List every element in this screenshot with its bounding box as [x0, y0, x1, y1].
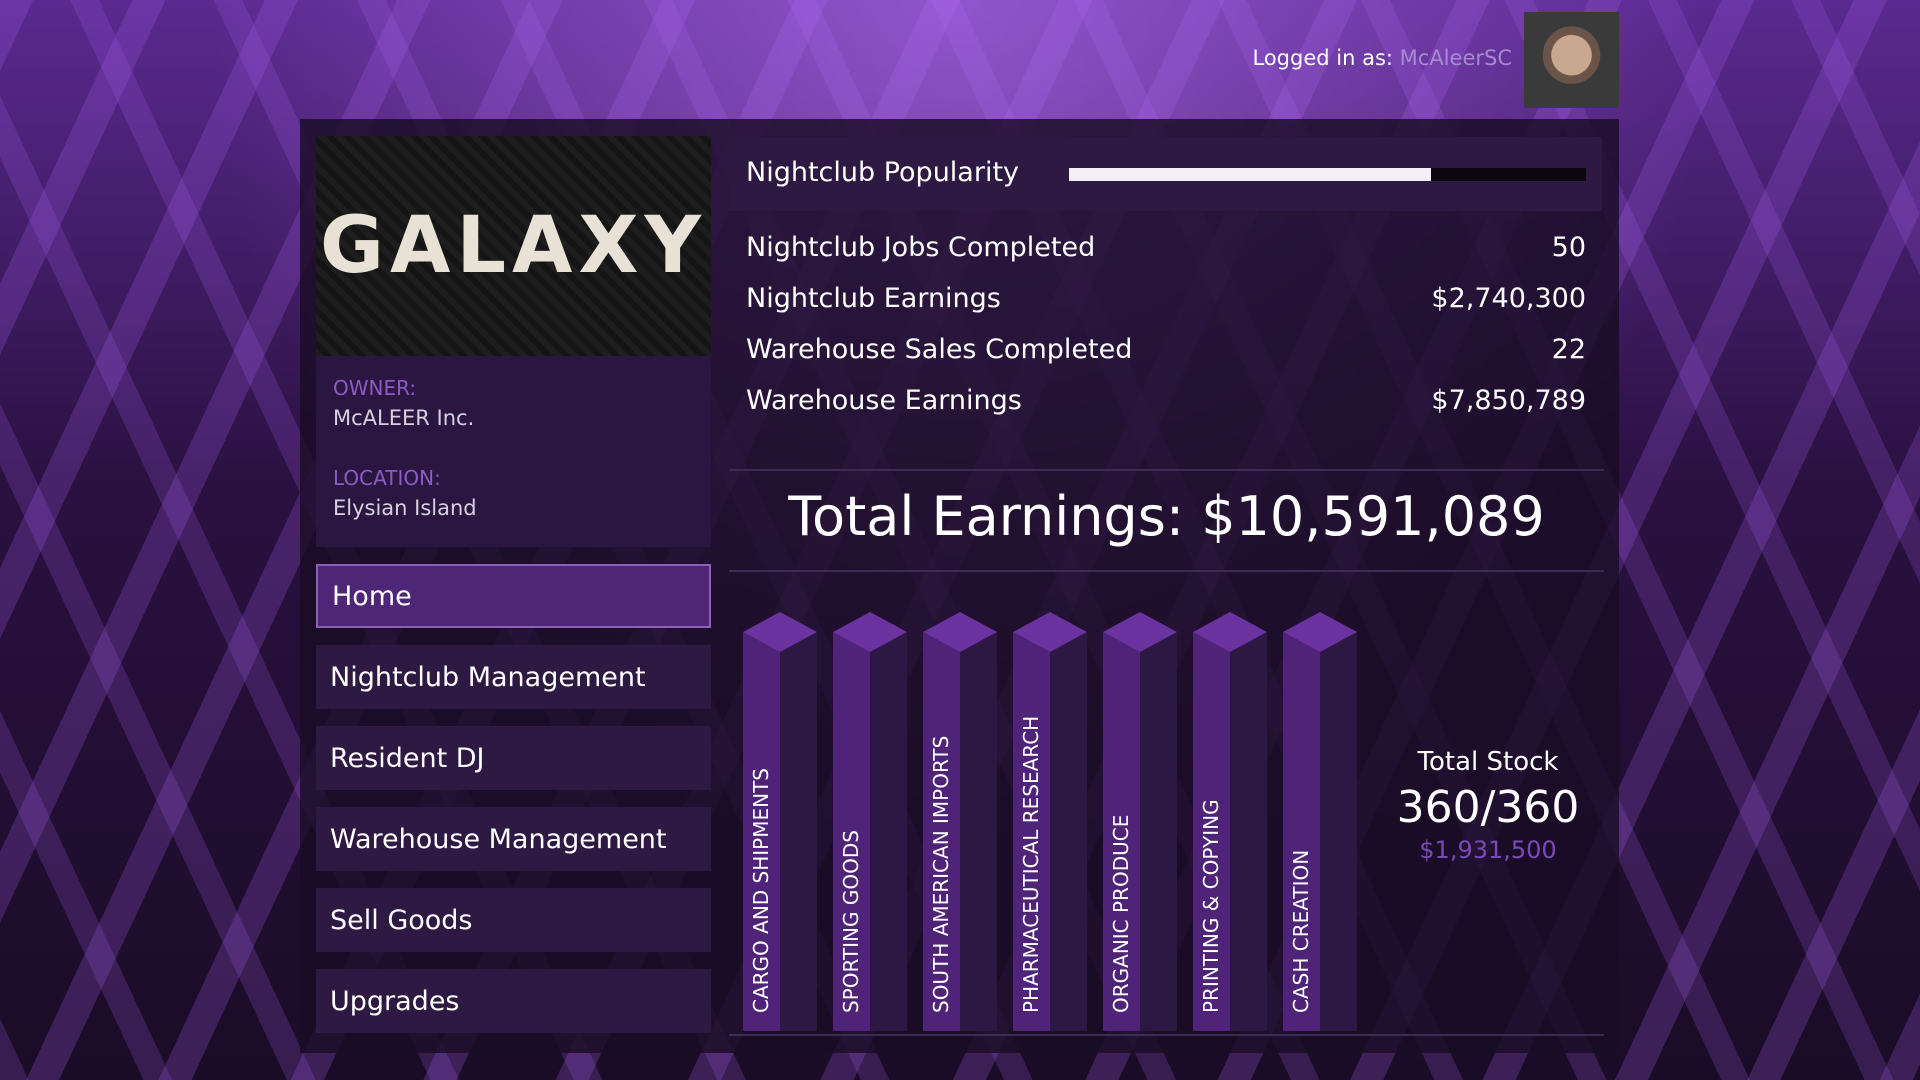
column-left — [1013, 632, 1050, 1031]
stat-value: 50 — [1551, 232, 1586, 263]
product-label: CARGO AND SHIPMENTS — [749, 768, 773, 1013]
column-top — [1103, 612, 1177, 652]
popularity-bar — [1069, 168, 1586, 181]
column-top — [923, 612, 997, 652]
owner: McALEER Inc. — [333, 406, 475, 430]
product-label: PHARMACEUTICAL RESEARCH — [1019, 716, 1043, 1013]
column-right — [960, 632, 997, 1031]
divider — [729, 570, 1604, 572]
nav-button[interactable]: Warehouse Management — [316, 807, 711, 871]
location: Elysian Island — [333, 496, 477, 520]
stock-label: Total Stock — [1417, 747, 1559, 777]
stat-label: Warehouse Earnings — [746, 385, 1022, 416]
nav-button[interactable]: Sell Goods — [316, 888, 711, 952]
stat-row: Nightclub Earnings $2,740,300 — [746, 283, 1586, 314]
column-right — [1050, 632, 1087, 1031]
stat-label: Nightclub Jobs Completed — [746, 232, 1096, 263]
column-right — [870, 632, 907, 1031]
total-earnings: Total Earnings: $10,591,089 — [729, 485, 1604, 548]
stat-label: Warehouse Sales Completed — [746, 334, 1133, 365]
stat-row: Nightclub Jobs Completed 50 — [746, 232, 1586, 263]
popularity-fill — [1069, 168, 1431, 181]
column-right — [1230, 632, 1267, 1031]
stat-label: Nightclub Earnings — [746, 283, 1001, 314]
stat-value: $7,850,789 — [1431, 385, 1586, 416]
column-right — [780, 632, 817, 1031]
column-left — [743, 632, 780, 1031]
username: McAleerSC — [1399, 46, 1512, 70]
column-right — [1320, 632, 1357, 1031]
product-label: CASH CREATION — [1289, 850, 1313, 1013]
stat-row: Warehouse Earnings $7,850,789 — [746, 385, 1586, 416]
total-label: Total Earnings: — [788, 485, 1185, 548]
popularity-label: Nightclub Popularity — [746, 157, 1020, 188]
nav-button[interactable]: Resident DJ — [316, 726, 711, 790]
column-top — [1193, 612, 1267, 652]
column-left — [1193, 632, 1230, 1031]
stock-amount: 360/360 — [1396, 782, 1580, 833]
column-top — [743, 612, 817, 652]
column-left — [833, 632, 870, 1031]
nav-button[interactable]: Nightclub Management — [316, 645, 711, 709]
divider — [729, 1034, 1604, 1036]
product-label: SPORTING GOODS — [839, 830, 863, 1013]
location-label: LOCATION: — [333, 466, 441, 490]
login-label: Logged in as: — [1252, 46, 1393, 70]
avatar — [1524, 12, 1619, 108]
stat-row: Warehouse Sales Completed 22 — [746, 334, 1586, 365]
column-top — [1283, 612, 1357, 652]
product-label: PRINTING & COPYING — [1199, 799, 1223, 1013]
total-value: $10,591,089 — [1201, 485, 1545, 548]
column-left — [1103, 632, 1140, 1031]
login-info: Logged in as: McAleerSC — [1253, 46, 1513, 70]
stat-value: $2,740,300 — [1431, 283, 1586, 314]
column-left — [923, 632, 960, 1031]
product-label: SOUTH AMERICAN IMPORTS — [929, 736, 953, 1013]
business-info: OWNER: McALEER Inc. LOCATION: Elysian Is… — [316, 356, 711, 547]
nav-button[interactable]: Upgrades — [316, 969, 711, 1033]
column-left — [1283, 632, 1320, 1031]
logo: GALAXY — [316, 136, 711, 356]
stat-value: 22 — [1551, 334, 1586, 365]
column-top — [833, 612, 907, 652]
stock-value: $1,931,500 — [1419, 836, 1557, 864]
nav-button[interactable]: Home — [316, 564, 711, 628]
column-top — [1013, 612, 1087, 652]
owner-label: OWNER: — [333, 376, 417, 400]
column-right — [1140, 632, 1177, 1031]
product-label: ORGANIC PRODUCE — [1109, 815, 1133, 1013]
divider — [729, 469, 1604, 471]
